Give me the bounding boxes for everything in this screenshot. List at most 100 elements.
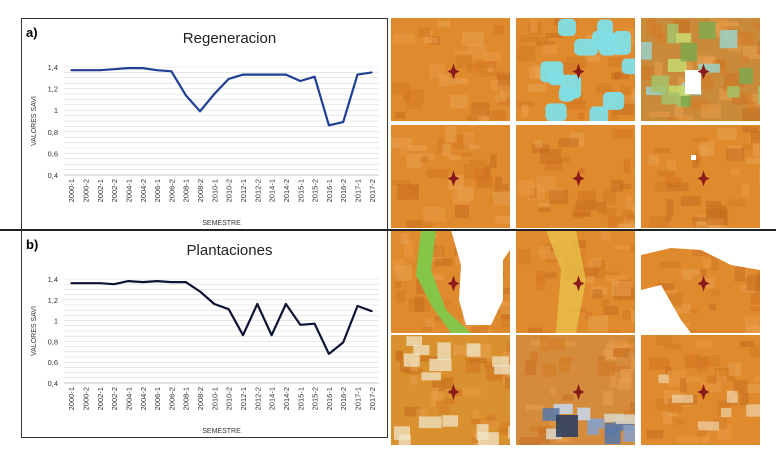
- texture-patch: [757, 40, 760, 55]
- texture-patch: [602, 188, 616, 204]
- texture-patch: [697, 427, 707, 437]
- texture-patch: [679, 378, 687, 393]
- data-point: [141, 67, 144, 69]
- texture-patch: [669, 303, 691, 314]
- texture-patch: [617, 223, 635, 228]
- cloud-patch: [739, 67, 753, 85]
- haze-patch: [466, 343, 481, 357]
- texture-patch: [437, 20, 450, 27]
- x-tick-label: 2000-1: [67, 387, 76, 410]
- cloud-patch: [577, 407, 591, 421]
- chart-panel-regeneracion: Regeneracion 0,4 0,6 0,8 1 1,2 1,4 2000-1 2000-2…: [21, 18, 388, 230]
- haze-patch: [403, 353, 420, 367]
- x-tick-label: 2004-2: [139, 179, 148, 202]
- x-tick-label: 2010-2: [225, 179, 234, 202]
- haze-patch: [437, 342, 451, 361]
- texture-patch: [614, 245, 631, 250]
- texture-patch: [439, 74, 450, 86]
- texture-patch: [450, 94, 468, 109]
- cloud-patch: [553, 403, 573, 414]
- texture-patch: [646, 429, 664, 439]
- cloud-patch: [548, 70, 564, 86]
- texture-patch: [676, 436, 699, 443]
- x-tick-label: 2000-1: [67, 179, 76, 202]
- texture-patch: [468, 44, 487, 59]
- data-point: [141, 281, 144, 284]
- haze-patch: [508, 425, 510, 439]
- texture-patch: [698, 140, 715, 156]
- texture-patch: [717, 127, 737, 140]
- data-point: [313, 322, 316, 325]
- x-tick-label: 2010-1: [210, 387, 219, 410]
- data-point: [199, 110, 201, 113]
- texture-patch: [750, 130, 760, 144]
- texture-patch: [680, 195, 701, 206]
- cloud-patch: [680, 42, 698, 62]
- texture-patch: [532, 63, 540, 70]
- data-point: [199, 290, 201, 293]
- texture-patch: [525, 404, 544, 411]
- texture-patch: [453, 345, 472, 356]
- data-point: [370, 310, 373, 313]
- cloud-patch: [542, 408, 560, 421]
- texture-patch: [398, 148, 407, 155]
- texture-patch: [741, 144, 753, 151]
- texture-patch: [558, 138, 579, 148]
- x-tick-label: 2016-2: [339, 387, 348, 410]
- texture-patch: [394, 276, 402, 289]
- texture-patch: [597, 361, 616, 376]
- data-point: [70, 69, 73, 72]
- texture-patch: [400, 232, 409, 244]
- data-point: [70, 282, 73, 285]
- texture-patch: [648, 111, 671, 118]
- texture-patch: [701, 356, 720, 367]
- texture-patch: [428, 274, 444, 281]
- cloud-patch: [545, 103, 567, 121]
- y-tick-label: 1: [54, 317, 58, 326]
- x-tick-label: 2002-1: [96, 387, 105, 410]
- x-tick-label: 2006-1: [153, 387, 162, 410]
- texture-patch: [728, 199, 746, 208]
- texture-patch: [542, 363, 557, 378]
- tile-b-2-2: [516, 335, 635, 445]
- location-marker-icon: [447, 63, 460, 80]
- texture-patch: [709, 303, 717, 311]
- haze-patch: [406, 336, 423, 346]
- cloud-patch: [599, 32, 617, 56]
- tile-a-2-1: [391, 125, 510, 228]
- texture-patch: [742, 56, 750, 63]
- y-tick-label: 1,4: [48, 275, 58, 284]
- texture-patch: [600, 230, 612, 241]
- cloud-patch: [621, 58, 635, 75]
- texture-patch: [442, 398, 455, 405]
- texture-patch: [480, 419, 498, 430]
- texture-patch: [722, 21, 739, 27]
- texture-patch: [436, 400, 444, 408]
- y-tick-label: 1: [54, 106, 58, 115]
- location-marker-icon: [447, 275, 460, 292]
- cloud-patch: [615, 414, 635, 424]
- texture-patch: [745, 384, 760, 394]
- y-axis-label: VALORES SAVI: [31, 306, 38, 356]
- texture-patch: [487, 413, 495, 423]
- cloud-patch: [597, 19, 613, 36]
- texture-patch: [550, 415, 560, 427]
- texture-patch: [432, 378, 445, 391]
- texture-patch: [530, 340, 550, 346]
- texture-patch: [469, 357, 487, 364]
- texture-patch: [695, 150, 702, 164]
- texture-patch: [690, 98, 709, 110]
- texture-patch: [518, 36, 540, 43]
- texture-patch: [414, 296, 425, 313]
- x-tick-label: 2015-1: [296, 387, 305, 410]
- texture-patch: [578, 267, 600, 278]
- texture-patch: [466, 116, 485, 121]
- texture-patch: [610, 106, 619, 121]
- texture-patch: [391, 82, 411, 95]
- tile-b-2-3-image: [641, 335, 760, 445]
- texture-patch: [684, 60, 693, 77]
- cloud-patch: [698, 63, 721, 73]
- texture-patch: [601, 299, 609, 306]
- texture-patch: [477, 117, 490, 121]
- x-tick-label: 2008-1: [182, 387, 191, 410]
